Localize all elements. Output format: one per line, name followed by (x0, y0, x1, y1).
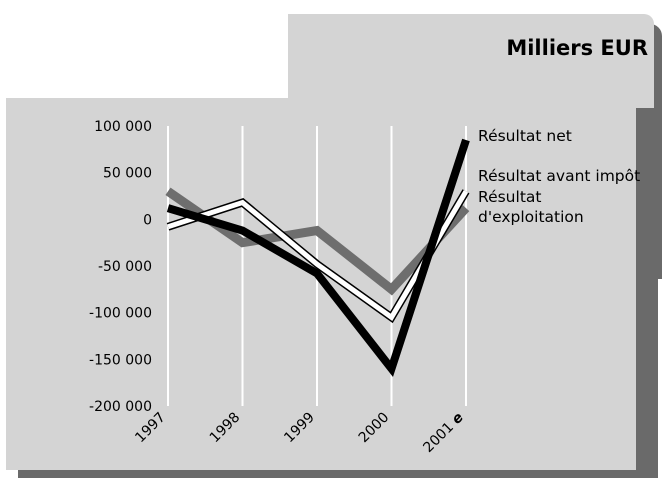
y-tick-label: -150 000 (89, 352, 152, 368)
legend-resultat-exploitation-line: Résultat (478, 188, 541, 206)
chart-unit-title: Milliers EUR (506, 36, 648, 60)
legend-resultat-exploitation-line: d'exploitation (478, 208, 584, 226)
y-tick-label: -50 000 (98, 259, 152, 275)
series-line-resultat-net (166, 138, 470, 378)
x-tick-label-1998: 1998 (207, 410, 244, 447)
y-axis-ticks: 100 000 50 000 0 -50 000 -100 000 -150 000 -20… (89, 119, 152, 415)
y-tick-label: 50 000 (103, 166, 152, 182)
x-tick-label-2000: 2000 (356, 410, 393, 447)
y-tick-label: 0 (143, 212, 152, 228)
legend-resultat-net: Résultat net (478, 127, 572, 145)
x-tick-label-2001: 2001 e (420, 410, 466, 456)
legend-resultat-avant-impot: Résultat avant impôt (478, 167, 640, 185)
x-axis-ticks: 1997 1998 1999 2000 2001 e (132, 410, 467, 456)
series-line-resultat-avant-impot (167, 190, 469, 321)
y-tick-label: 100 000 (94, 119, 152, 135)
y-tick-label: -100 000 (89, 306, 152, 322)
y-tick-label: -200 000 (89, 399, 152, 415)
x-tick-label-1999: 1999 (281, 410, 318, 447)
series-lines (165, 138, 470, 378)
legend: Résultat net Résultat avant impôt Résultat… (478, 127, 640, 226)
